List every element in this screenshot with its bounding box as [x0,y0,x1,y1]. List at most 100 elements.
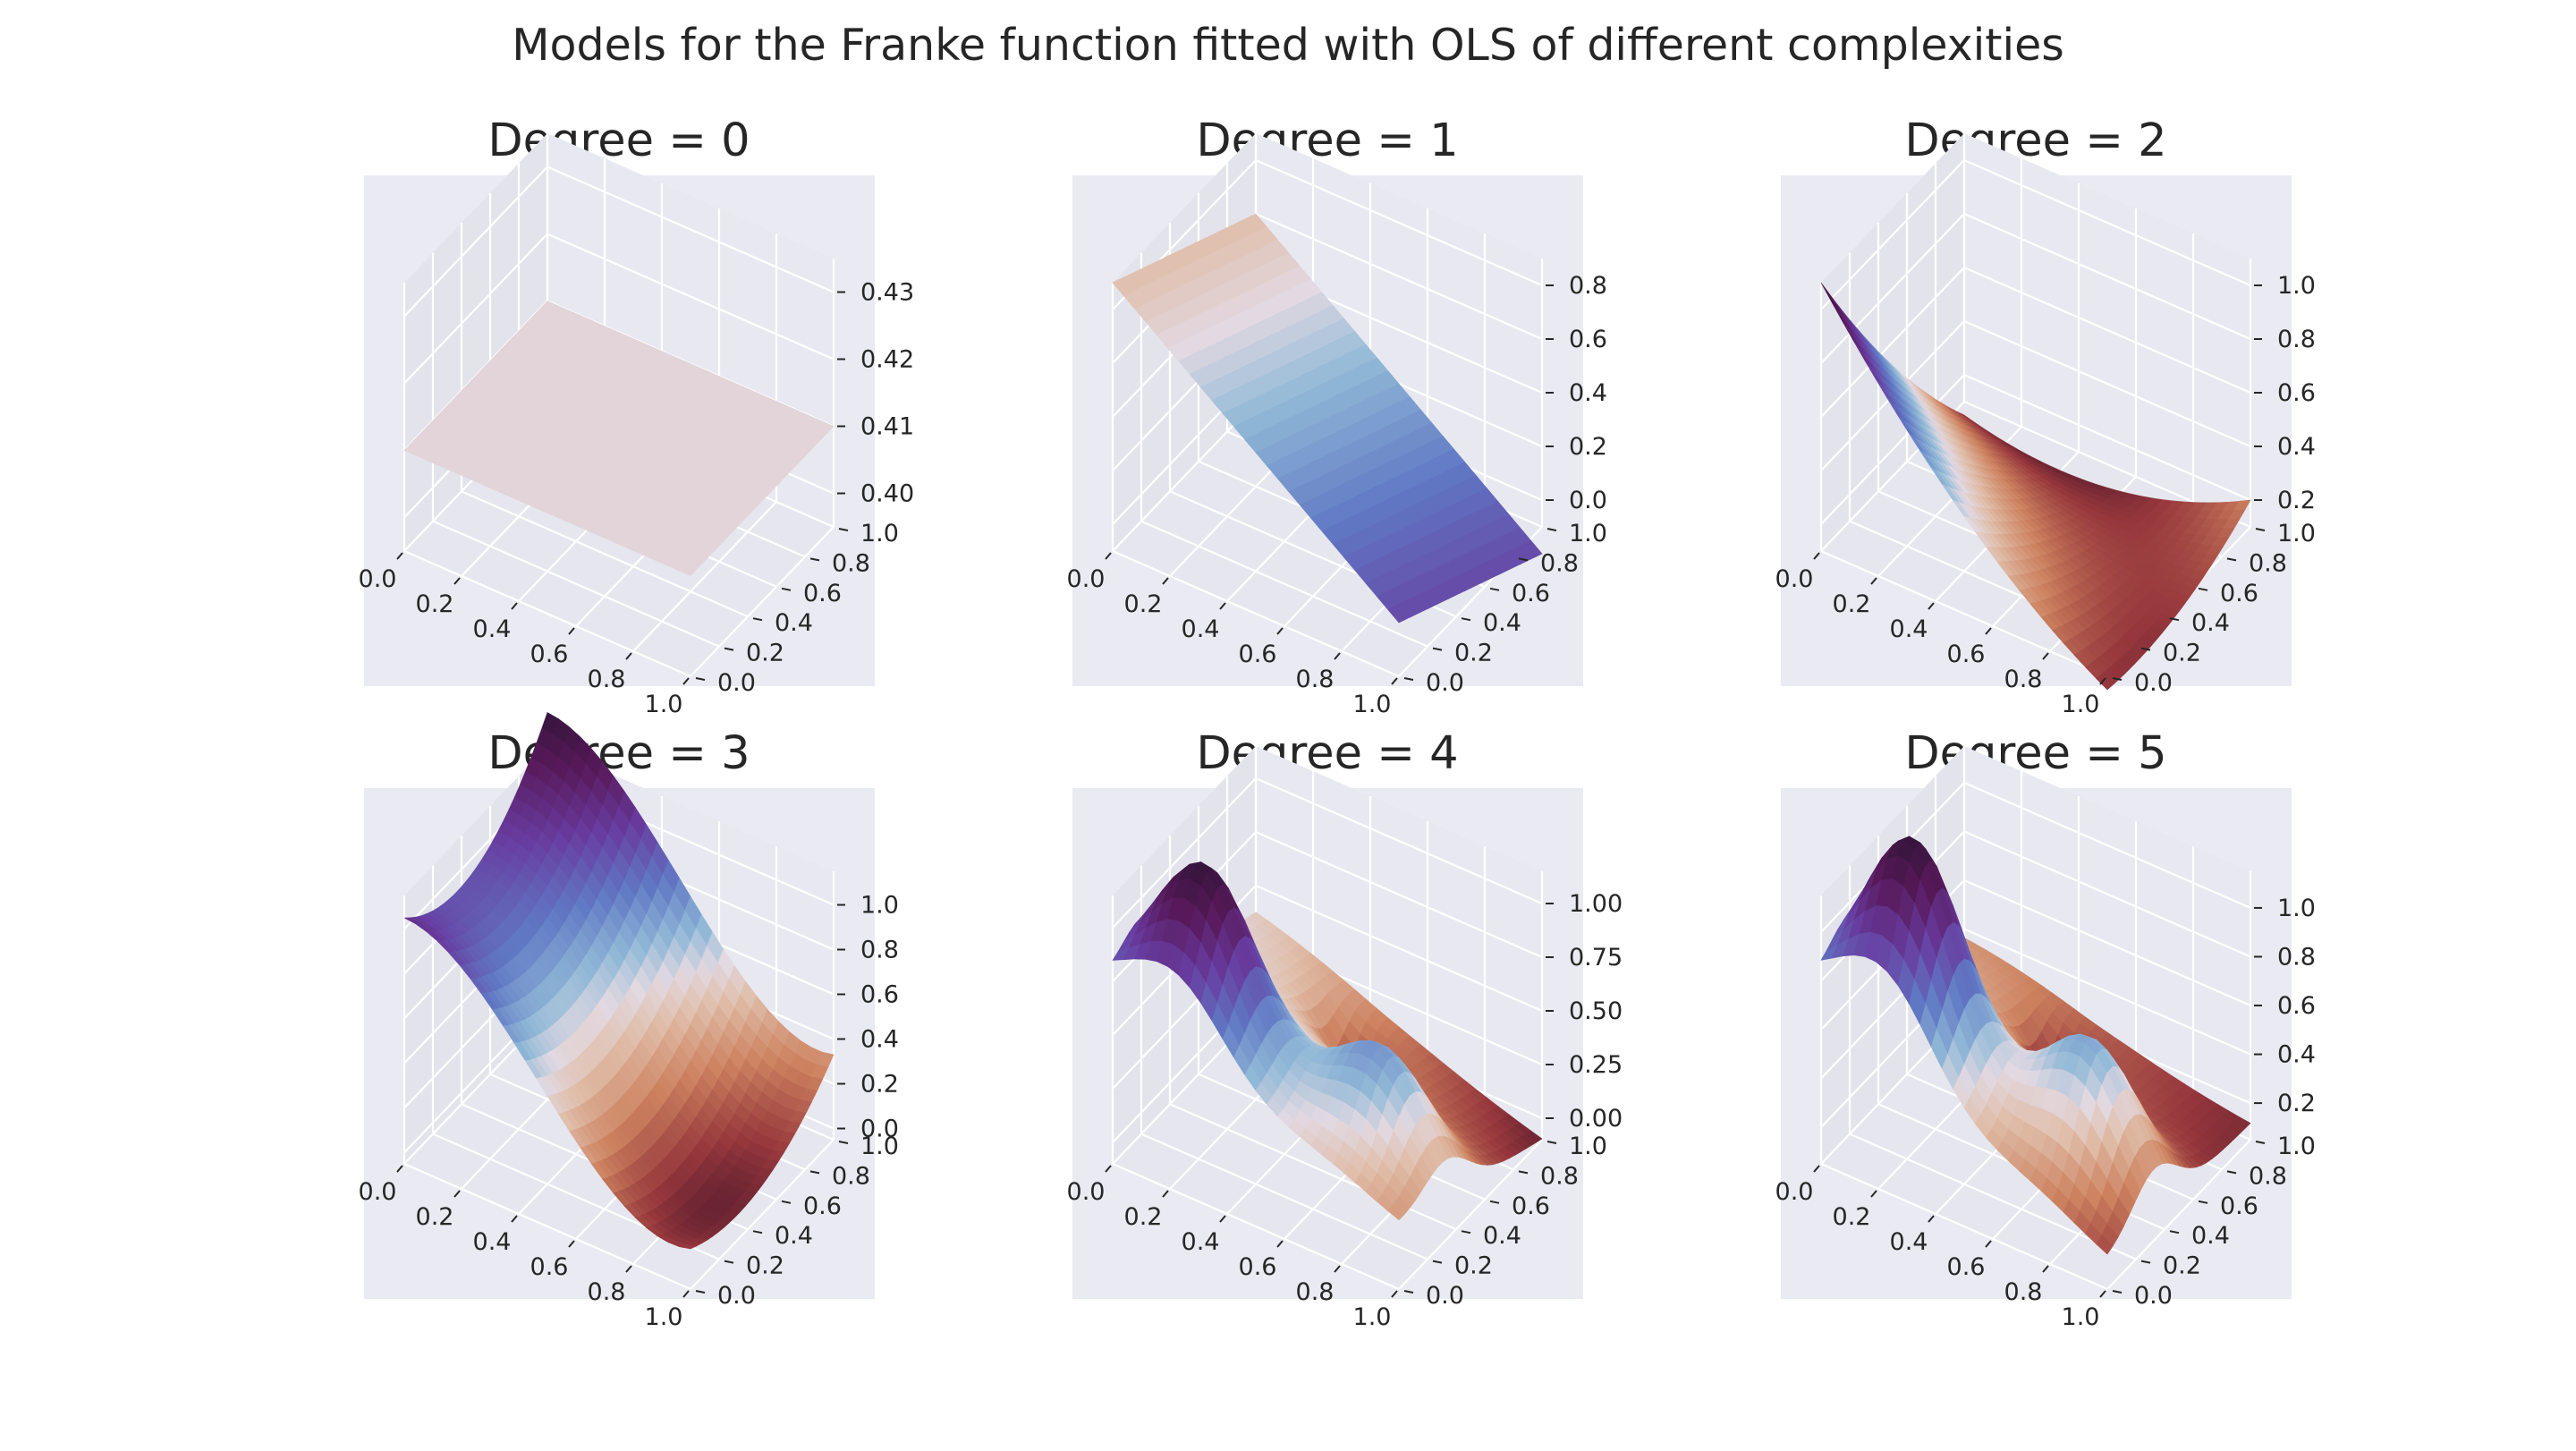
z-tick-label: 0.8 [1569,272,1607,300]
y-tick [2112,1290,2123,1294]
y-tick [2226,557,2237,562]
y-tick [1432,1260,1443,1264]
surface-plot-degree-2: 0.00.20.40.60.81.00.00.20.40.60.81.00.20… [1775,133,2316,718]
z-tick-label: 0.6 [2277,379,2316,407]
y-tick [2198,587,2208,591]
x-tick [1928,1215,1935,1223]
x-tick [1985,1240,1992,1248]
y-gridline [403,1162,691,1291]
y-tick [752,1230,763,1235]
x-tick [625,1265,632,1273]
y-tick [781,1200,792,1204]
y-tick [1432,647,1443,651]
x-tick-label: 0.8 [1296,666,1335,693]
x-tick [1391,1290,1398,1298]
z-gridline [1963,319,2251,448]
y-tick [724,647,734,651]
x-tick-label: 0.8 [2004,666,2043,693]
z-tick-label: 0.41 [860,413,914,441]
z-gridline [1255,158,1543,287]
x-tick-label: 1.0 [645,691,683,718]
panel-title: Degree = 5 [1904,727,2167,780]
z-tick-label: 0.2 [2277,487,2316,514]
surface [1820,282,2251,691]
z-tick-label: 0.43 [860,279,914,307]
panel-title: Degree = 0 [487,115,750,167]
y-gridline [1849,1133,2137,1260]
y-tick-label: 0.4 [2191,609,2230,637]
x-tick [1276,627,1284,635]
z-tick-label: 0.6 [860,981,899,1009]
y-tick-label: 0.0 [717,669,756,697]
x-gridline [690,1139,835,1290]
z-tick-label: 0.2 [1569,433,1607,461]
x-tick [1105,552,1112,560]
x-tick-label: 1.0 [1353,1303,1392,1331]
x-tick-label: 0.8 [588,666,626,693]
x-tick-label: 0.0 [359,565,397,593]
x-tick [511,602,518,610]
z-tick-label: 0.4 [860,1026,899,1054]
y-tick-label: 0.6 [2220,580,2258,607]
y-tick-label: 1.0 [2277,1133,2316,1160]
x-tick-label: 0.0 [1067,565,1106,593]
surface-patch [679,564,697,576]
z-gridline [1820,213,1965,364]
panel-title: Degree = 1 [1196,115,1459,167]
x-tick [1870,577,1877,585]
y-tick [2169,1230,2180,1235]
z-gridline [1963,878,2251,1007]
y-tick-label: 0.8 [1540,1162,1579,1190]
z-gridline [1820,159,1965,310]
y-tick [2140,1260,2151,1264]
x-tick [1985,627,1992,635]
x-tick-label: 1.0 [645,1303,683,1331]
y-gridline [461,490,749,618]
surface-patch [2096,1235,2114,1255]
y-tick [1403,677,1414,681]
x-gridline [1112,401,1257,552]
z-gridline [403,233,548,385]
z-gridline [547,165,835,293]
x-tick-label: 1.0 [2062,691,2100,718]
y-tick-label: 1.0 [860,520,899,547]
y-tick [1518,557,1529,562]
x-tick-label: 0.2 [1124,1203,1163,1231]
x-tick [511,1215,518,1223]
y-gridline [1820,549,2108,678]
z-gridline [1963,373,2251,502]
z-tick-label: 0.40 [860,480,914,508]
y-tick [1518,1170,1529,1175]
x-tick-label: 0.0 [1775,1178,1814,1206]
x-tick-label: 0.2 [416,1203,454,1231]
y-tick [1546,528,1557,531]
x-tick [2042,652,2049,660]
surface [1112,213,1543,624]
z-tick-label: 0.2 [860,1071,899,1099]
x-tick [1813,1165,1820,1173]
z-gridline [1112,777,1257,929]
surface-plot-degree-3: 0.00.20.40.60.81.00.00.20.40.60.81.00.00… [359,712,899,1331]
surface-plot-degree-0: 0.00.20.40.60.81.00.00.20.40.60.81.00.40… [359,133,914,718]
y-gridline [403,549,691,678]
z-tick-label: 1.00 [1569,890,1623,918]
x-tick-label: 0.4 [1182,1228,1220,1256]
x-tick [568,627,575,635]
y-gridline [1112,549,1400,678]
y-tick-label: 0.2 [2163,640,2201,667]
y-tick [838,528,849,531]
surface [1820,836,2251,1255]
surface [403,712,835,1250]
y-tick-label: 0.8 [2249,1162,2287,1190]
y-tick [809,557,820,562]
z-tick-label: 0.8 [2277,943,2316,971]
y-gridline [1140,1133,1428,1260]
x-tick-label: 0.2 [1833,590,1871,618]
y-tick-label: 0.4 [1483,1222,1521,1250]
x-tick-label: 0.4 [1890,1228,1928,1256]
x-tick-label: 0.0 [359,1178,397,1206]
z-gridline [547,233,835,361]
y-tick [2140,647,2151,651]
x-tick [625,652,632,660]
y-tick-label: 0.0 [717,1282,756,1310]
